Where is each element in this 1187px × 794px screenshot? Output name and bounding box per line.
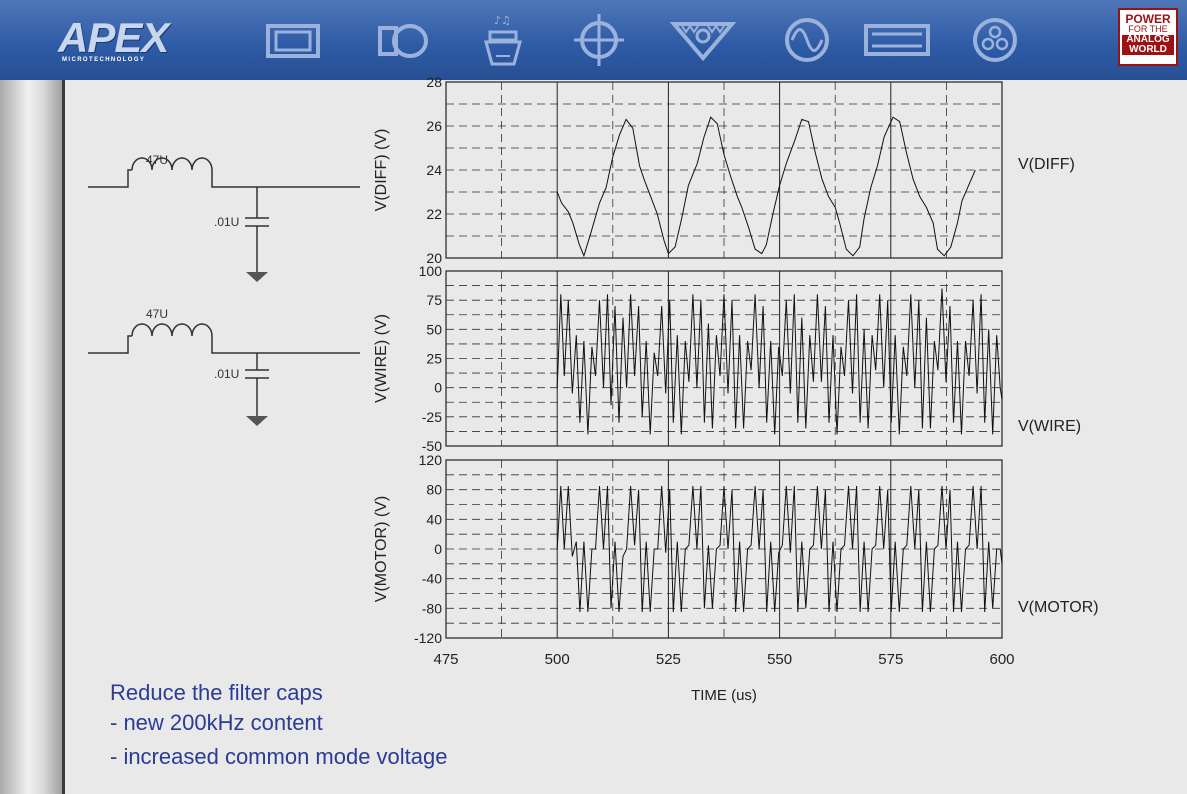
y-tick-label: 20 bbox=[426, 250, 442, 266]
x-tick-label: 600 bbox=[989, 651, 1014, 668]
bullet-item: - new 200kHz content bbox=[110, 710, 323, 735]
x-axis-label: TIME (us) bbox=[691, 687, 757, 704]
y-tick-label: -25 bbox=[422, 409, 442, 425]
y-tick-label: 0 bbox=[434, 541, 442, 557]
battery-icon[interactable] bbox=[862, 12, 932, 68]
crosshair-icon[interactable] bbox=[564, 12, 634, 68]
inductor-label: 47U bbox=[146, 153, 168, 167]
sine-wave-icon[interactable] bbox=[772, 12, 842, 68]
panel-3: 120 80 40 0 -40 -80 -120 V(MOTOR) V(MOTOR) (V) bbox=[373, 452, 1099, 646]
ground-symbol bbox=[246, 272, 268, 282]
x-tick-label: 550 bbox=[767, 651, 792, 668]
y-axis-label: V(MOTOR) (V) bbox=[373, 496, 390, 602]
y-tick-label: 0 bbox=[434, 380, 442, 396]
sidebar-edge bbox=[62, 80, 65, 794]
capacitor-symbol bbox=[245, 187, 269, 272]
y-tick-label: 28 bbox=[426, 74, 442, 90]
series-line-vmotor bbox=[556, 485, 1003, 613]
badge-line4: WORLD bbox=[1122, 45, 1174, 55]
badge-line3: ANALOG bbox=[1122, 35, 1174, 45]
svg-text:♪♫: ♪♫ bbox=[494, 14, 511, 27]
y-tick-label: -40 bbox=[422, 571, 442, 587]
bullet-heading: Reduce the filter caps bbox=[110, 680, 323, 705]
logo-text: APEX bbox=[58, 14, 169, 61]
y-tick-label: -80 bbox=[422, 600, 442, 616]
series-label: V(MOTOR) bbox=[1018, 599, 1099, 616]
y-tick-label: 75 bbox=[426, 292, 442, 308]
inductor-symbol bbox=[131, 323, 213, 337]
y-tick-label: 50 bbox=[426, 321, 442, 337]
capacitor-symbol bbox=[245, 353, 269, 416]
y-tick-label: 25 bbox=[426, 351, 442, 367]
y-axis-label: V(DIFF) (V) bbox=[373, 129, 390, 212]
capacitor-label: .01U bbox=[214, 367, 239, 381]
bullet-item: - increased common mode voltage bbox=[110, 744, 448, 769]
panel-2: 100 75 50 25 0 -25 -50 V(WIRE) V(WIRE) (V) bbox=[373, 263, 1081, 454]
filter-circuit-2: 47U .01U bbox=[88, 307, 360, 426]
inductor-symbol bbox=[131, 157, 213, 171]
filter-circuit-1: 47U .01U bbox=[88, 153, 360, 282]
y-tick-label: 26 bbox=[426, 118, 442, 134]
y-tick-label: -50 bbox=[422, 438, 442, 454]
series-line-vwire bbox=[556, 288, 1003, 435]
x-tick-label: 525 bbox=[656, 651, 681, 668]
badge-line2: FOR THE bbox=[1128, 24, 1168, 34]
motor-icon[interactable] bbox=[368, 12, 438, 68]
y-tick-label: 24 bbox=[426, 162, 442, 178]
x-tick-label: 575 bbox=[878, 651, 903, 668]
series-line-vdiff bbox=[556, 116, 976, 258]
power-analog-world-badge[interactable]: POWER FOR THE ANALOG WORLD bbox=[1118, 8, 1178, 66]
resistor-icon[interactable] bbox=[258, 12, 328, 68]
triangle-circles-icon[interactable] bbox=[960, 12, 1030, 68]
y-tick-label: 100 bbox=[419, 263, 443, 279]
ground-symbol bbox=[246, 416, 268, 426]
y-tick-label: 80 bbox=[426, 482, 442, 498]
speaker-icon[interactable]: ♪♫ bbox=[468, 12, 538, 68]
y-tick-label: 120 bbox=[419, 452, 443, 468]
series-label: V(DIFF) bbox=[1018, 156, 1075, 173]
left-sidebar-bar bbox=[0, 80, 62, 794]
inductor-label: 47U bbox=[146, 307, 168, 321]
filter-circuit-diagrams: 47U .01U 47U .01U bbox=[88, 153, 360, 426]
heatsink-icon[interactable] bbox=[668, 12, 738, 68]
series-label: V(WIRE) bbox=[1018, 418, 1081, 435]
y-tick-label: 22 bbox=[426, 206, 442, 222]
y-axis-label: V(WIRE) (V) bbox=[373, 314, 390, 403]
x-tick-label: 500 bbox=[545, 651, 570, 668]
badge-line1: POWER bbox=[1125, 12, 1171, 26]
logo-subtext: MICROTECHNOLOGY bbox=[62, 57, 146, 63]
y-tick-label: 40 bbox=[426, 511, 442, 527]
panel-1: 28 26 24 22 20 V(DIFF) V(DIFF) (V) bbox=[373, 74, 1075, 266]
capacitor-label: .01U bbox=[214, 215, 239, 229]
x-tick-label: 475 bbox=[433, 651, 458, 668]
y-tick-label: -120 bbox=[414, 630, 442, 646]
